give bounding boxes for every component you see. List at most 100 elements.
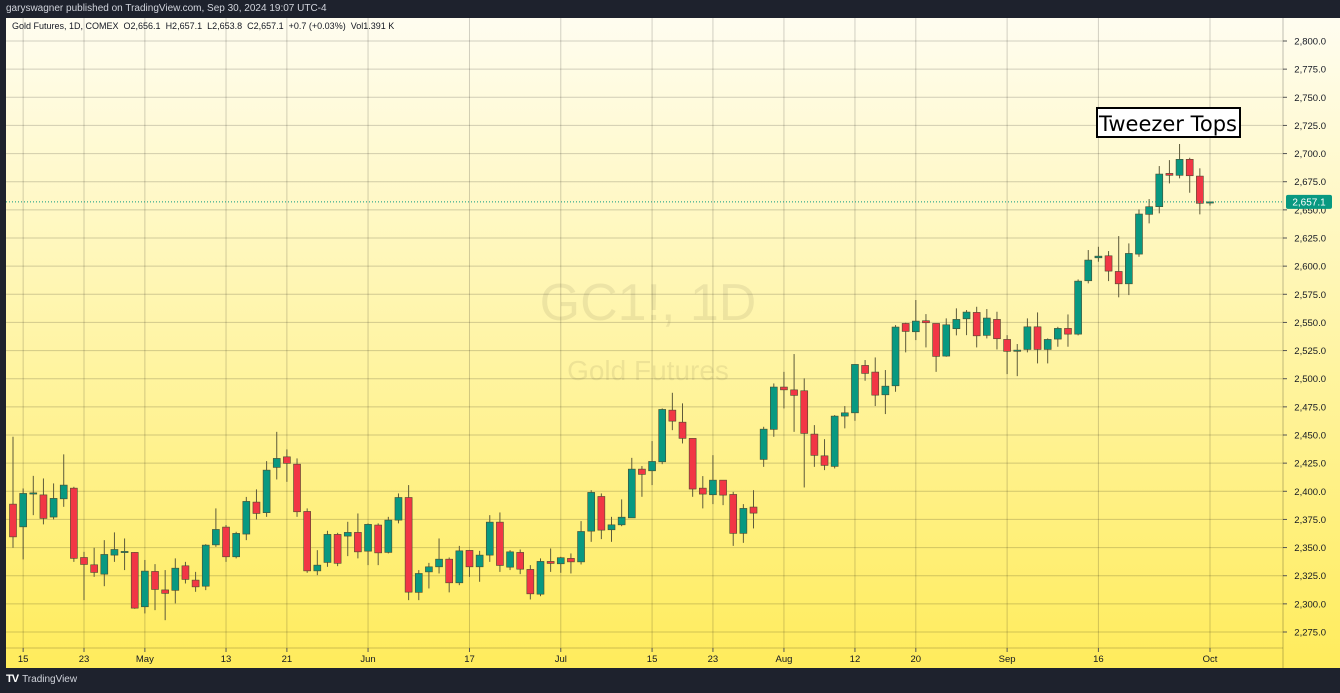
price-tick-label: 2,400.0 — [1294, 487, 1326, 498]
candle-body-up — [313, 564, 322, 572]
candle-body-up — [1013, 349, 1022, 352]
candle — [485, 515, 494, 562]
annotation-box[interactable] — [1096, 107, 1241, 138]
candle — [333, 532, 342, 567]
candle — [425, 562, 433, 589]
candle-body-up — [1084, 259, 1093, 282]
candle-body-up — [212, 529, 220, 546]
candle — [1043, 338, 1052, 364]
watermark-symbol: GC1!, 1D — [540, 274, 757, 332]
candle — [49, 483, 58, 520]
candle — [962, 310, 971, 336]
candle-body-up — [201, 544, 210, 587]
candle — [120, 538, 129, 571]
candle-body-down — [922, 320, 930, 324]
annotation-text: Tweezer Tops — [1098, 112, 1237, 136]
candle — [861, 360, 869, 381]
price-tick-label: 2,300.0 — [1294, 599, 1326, 610]
candle — [364, 523, 372, 566]
candle-body-down — [993, 319, 1001, 340]
candle — [161, 570, 169, 621]
candle-body-down — [80, 557, 88, 565]
time-tick-label: Aug — [775, 654, 792, 665]
candle-body-up — [1094, 255, 1103, 259]
candle-body-down — [191, 579, 200, 588]
candle-body-up — [1074, 280, 1082, 335]
candle-body-down — [780, 386, 788, 391]
candle — [536, 558, 545, 597]
candle — [546, 548, 555, 572]
grid — [6, 18, 1283, 648]
price-tick-label: 2,500.0 — [1294, 374, 1326, 385]
candle — [404, 485, 413, 601]
candle-body-up — [759, 428, 768, 460]
price-tick-label: 2,450.0 — [1294, 431, 1326, 442]
candle-body-down — [1196, 175, 1204, 204]
time-tick-label: 21 — [282, 654, 293, 665]
candle — [993, 311, 1001, 350]
candle-body-up — [100, 554, 109, 575]
candle — [232, 531, 240, 559]
candle — [59, 454, 68, 507]
candle-body-up — [49, 498, 58, 518]
candle — [100, 540, 109, 587]
price-tick-label: 2,750.0 — [1294, 93, 1326, 104]
candle-body-up — [485, 521, 494, 556]
time-tick-label: May — [136, 654, 154, 665]
candle-body-up — [881, 385, 890, 396]
candle — [1175, 144, 1184, 179]
candle — [739, 504, 748, 543]
candle-body-down — [678, 421, 687, 439]
candle — [1114, 236, 1123, 298]
candle-body-up — [556, 557, 565, 565]
price-tick-label: 2,600.0 — [1294, 262, 1326, 273]
candle-body-down — [404, 497, 413, 593]
candle-body-down — [638, 468, 646, 475]
time-tick-label: 17 — [464, 654, 475, 665]
candle-body-up — [323, 534, 332, 563]
time-tick-label: Sep — [999, 654, 1016, 665]
candle-body-down — [597, 496, 606, 531]
candle-body-up — [1135, 213, 1143, 255]
candle-body-down — [810, 433, 819, 456]
candle-body-down — [496, 521, 504, 566]
candle — [769, 383, 778, 437]
candle-body-down — [698, 487, 707, 495]
tradingview-logo[interactable]: TV TradingView — [6, 673, 77, 685]
time-tick-label: 15 — [647, 654, 658, 665]
last-price-label: 2,657.1 — [1292, 197, 1326, 208]
candle — [810, 425, 819, 467]
candle-body-up — [587, 492, 596, 532]
candle-body-down — [932, 323, 940, 357]
candle-body-up — [272, 458, 281, 468]
candle-body-down — [546, 561, 555, 564]
candle-body-down — [516, 552, 525, 570]
candle-body-up — [648, 461, 656, 472]
candle — [374, 523, 382, 566]
candle-body-down — [70, 487, 78, 559]
candle-body-down — [820, 455, 829, 466]
candle — [130, 552, 139, 609]
candle — [912, 300, 920, 341]
candle-body-up — [942, 324, 951, 357]
candle-body-up — [1155, 173, 1164, 208]
candle — [191, 571, 200, 592]
candle — [384, 516, 393, 554]
candle-body-down — [1165, 173, 1174, 176]
time-tick-label: 13 — [221, 654, 232, 665]
candle — [952, 308, 961, 336]
candle — [800, 378, 809, 488]
candle-body-up — [617, 516, 626, 526]
candle — [901, 322, 910, 353]
candle-body-up — [242, 501, 251, 535]
candle — [688, 438, 697, 497]
candle-body-down — [668, 409, 677, 422]
price-axis[interactable]: 2,275.0 2,300.0 2,325.0 2,350.0 2,375.0 2,400… — [1282, 18, 1326, 668]
candle — [293, 458, 301, 517]
candle-body-down — [151, 571, 159, 590]
candle-body-up — [739, 508, 748, 534]
time-tick-label: 23 — [708, 654, 719, 665]
time-axis[interactable]: 15 23 May 13 21 Jun 17 Jul 15 23 Aug 12 20 Sep 16 Oct — [6, 647, 1283, 665]
candle — [394, 493, 403, 524]
